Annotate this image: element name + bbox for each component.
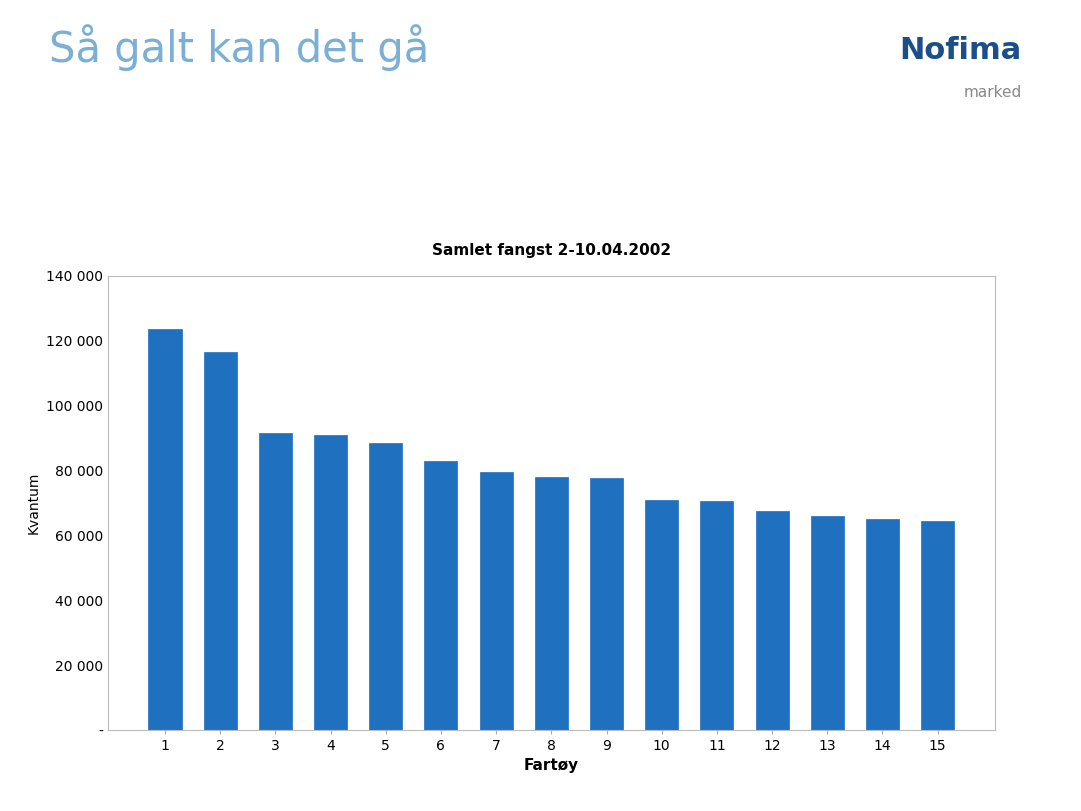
X-axis label: Fartøy: Fartøy bbox=[524, 758, 578, 774]
Bar bbox=[700, 501, 733, 730]
Text: marked: marked bbox=[963, 85, 1022, 100]
Bar bbox=[203, 352, 237, 730]
Y-axis label: Kvantum: Kvantum bbox=[27, 472, 41, 534]
Bar bbox=[535, 477, 568, 730]
Bar bbox=[425, 461, 457, 730]
Bar bbox=[811, 516, 844, 730]
Bar bbox=[921, 521, 955, 730]
Bar bbox=[866, 519, 899, 730]
Bar bbox=[645, 500, 678, 730]
Bar bbox=[756, 511, 789, 730]
Bar bbox=[148, 329, 182, 730]
Bar bbox=[258, 433, 292, 730]
Text: Nofima: Nofima bbox=[899, 36, 1022, 66]
Bar bbox=[313, 435, 347, 730]
Text: Så galt kan det gå: Så galt kan det gå bbox=[49, 24, 429, 71]
Bar bbox=[590, 478, 623, 730]
Bar bbox=[480, 472, 512, 730]
Bar bbox=[370, 443, 402, 730]
Title: Samlet fangst 2-10.04.2002: Samlet fangst 2-10.04.2002 bbox=[431, 243, 671, 258]
